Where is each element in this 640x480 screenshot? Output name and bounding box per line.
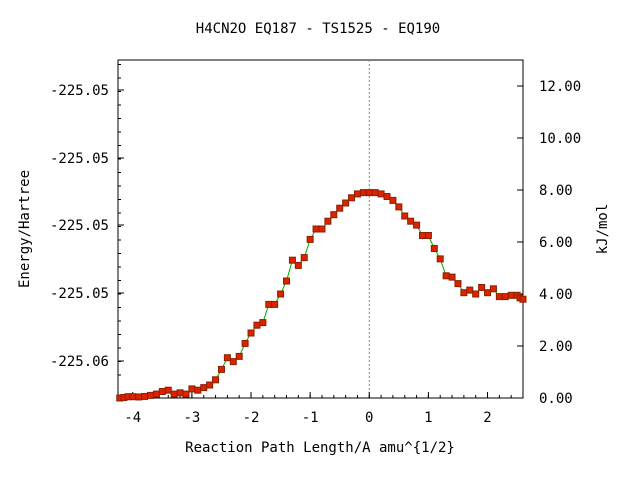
- data-point: [253, 321, 261, 329]
- y-left-tick-label: -225.06: [50, 354, 109, 370]
- data-point: [247, 329, 255, 337]
- x-tick-label: -1: [302, 410, 319, 426]
- data-point: [306, 235, 314, 243]
- data-point: [277, 290, 285, 298]
- data-point: [436, 255, 444, 263]
- data-point: [418, 232, 426, 239]
- data-point: [194, 386, 202, 394]
- data-point: [259, 319, 267, 327]
- data-point: [448, 273, 456, 281]
- data-point: [318, 225, 326, 233]
- x-tick-label: 1: [424, 410, 432, 426]
- data-point: [223, 354, 231, 362]
- y-left-tick-label: -225.05: [50, 83, 109, 99]
- data-point: [466, 286, 474, 294]
- data-point: [395, 203, 403, 211]
- data-point: [383, 193, 391, 200]
- y-axis-right: 0.00 2.00 4.00 6.00 8.00 10.00 12.00: [517, 79, 581, 407]
- data-point: [129, 393, 137, 401]
- y-axis-right-title: kJ/mol: [595, 204, 611, 255]
- x-tick-label: -4: [124, 410, 141, 426]
- data-point: [348, 194, 356, 202]
- data-point: [300, 254, 308, 262]
- data-point: [294, 261, 302, 269]
- data-point: [271, 300, 279, 308]
- data-point: [330, 211, 338, 219]
- data-point: [401, 212, 409, 220]
- data-point: [176, 389, 184, 397]
- y-right-tick-label: 10.00: [539, 131, 581, 147]
- x-axis: -4 -3 -2 -1 0 1 2: [124, 392, 512, 426]
- data-point: [442, 272, 450, 280]
- data-point: [182, 390, 190, 398]
- data-point: [152, 390, 160, 398]
- y-axis-left: -225.06 -225.05 -225.05 -225.05 -225.05: [50, 64, 124, 376]
- data-point: [371, 189, 379, 197]
- data-point: [324, 217, 332, 225]
- data-point: [472, 290, 480, 298]
- chart-title: H4CN2O EQ187 - TS1525 - EQ190: [196, 21, 440, 37]
- x-axis-title: Reaction Path Length/A amu^{1/2}: [185, 440, 455, 456]
- data-point: [495, 293, 503, 301]
- data-point: [265, 300, 273, 308]
- data-point: [430, 245, 438, 252]
- plot-frame: [117, 59, 524, 399]
- data-point: [229, 358, 237, 366]
- data-point: [170, 390, 178, 398]
- data-point: [288, 256, 296, 264]
- data-point: [235, 352, 243, 360]
- data-point: [141, 392, 149, 400]
- y-axis-left-title: Energy/Hartree: [17, 170, 33, 288]
- data-point: [424, 232, 432, 239]
- data-point: [312, 225, 320, 233]
- data-point: [342, 199, 350, 207]
- data-point: [147, 391, 155, 399]
- data-point: [158, 388, 166, 395]
- data-point: [336, 204, 344, 212]
- data-point: [507, 291, 515, 299]
- data-point: [501, 293, 509, 301]
- x-tick-label: -3: [183, 410, 200, 426]
- data-point: [283, 277, 291, 285]
- data-point: [454, 280, 462, 288]
- data-point: [489, 285, 497, 293]
- data-point: [377, 190, 385, 198]
- y-left-tick-label: -225.05: [50, 286, 109, 302]
- data-point: [359, 189, 367, 197]
- data-point: [407, 217, 415, 225]
- y-left-tick-label: -225.05: [50, 151, 109, 167]
- data-point: [164, 386, 172, 394]
- data-point: [484, 289, 492, 297]
- data-point: [353, 190, 361, 198]
- data-point: [365, 189, 373, 197]
- data-point: [212, 376, 220, 384]
- data-point: [206, 381, 214, 389]
- y-right-tick-label: 4.00: [539, 287, 573, 303]
- x-tick-label: 2: [483, 410, 491, 426]
- data-point: [413, 221, 421, 229]
- y-right-tick-label: 8.00: [539, 183, 573, 199]
- data-point: [478, 284, 486, 291]
- data-point: [460, 289, 468, 297]
- data-point: [389, 196, 397, 204]
- data-point: [200, 384, 208, 392]
- y-left-tick-label: -225.05: [50, 218, 109, 234]
- y-right-tick-label: 0.00: [539, 391, 573, 407]
- y-right-tick-label: 12.00: [539, 79, 581, 95]
- y-right-tick-label: 2.00: [539, 339, 573, 355]
- data-point: [188, 385, 196, 393]
- data-point: [241, 339, 249, 347]
- x-tick-label: 0: [365, 410, 373, 426]
- data-point: [217, 365, 225, 373]
- data-point: [519, 295, 527, 303]
- data-point: [135, 393, 143, 401]
- x-tick-label: -2: [243, 410, 260, 426]
- series-group: [116, 189, 527, 402]
- y-right-tick-label: 6.00: [539, 235, 573, 251]
